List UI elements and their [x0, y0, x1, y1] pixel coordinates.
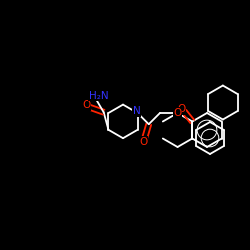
- Text: O: O: [140, 137, 148, 147]
- Text: O: O: [174, 108, 182, 118]
- Text: O: O: [82, 100, 90, 110]
- Text: O: O: [177, 104, 186, 115]
- Text: N: N: [133, 106, 140, 116]
- Text: H₂N: H₂N: [89, 90, 108, 101]
